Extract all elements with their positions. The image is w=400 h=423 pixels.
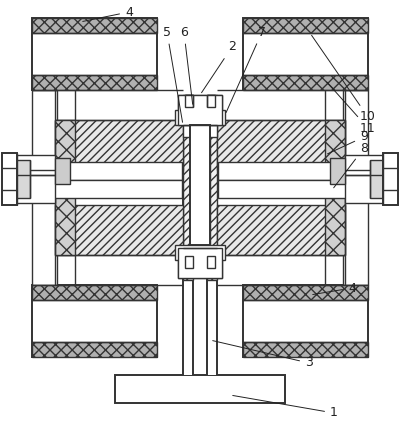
- Bar: [178, 95, 222, 125]
- Bar: [185, 256, 193, 268]
- Bar: [243, 18, 368, 33]
- Bar: [207, 255, 215, 263]
- Bar: [175, 245, 225, 260]
- Bar: [243, 285, 368, 357]
- Bar: [115, 375, 285, 403]
- Text: 9: 9: [328, 131, 368, 154]
- Text: 6: 6: [180, 25, 193, 104]
- Bar: [32, 90, 57, 285]
- Bar: [207, 95, 215, 107]
- Bar: [12, 180, 182, 198]
- Bar: [2, 153, 17, 205]
- Bar: [325, 120, 345, 255]
- Bar: [343, 90, 368, 285]
- Bar: [12, 162, 182, 180]
- Text: 8: 8: [334, 142, 368, 188]
- Bar: [207, 95, 215, 103]
- Bar: [183, 95, 193, 375]
- Bar: [185, 95, 193, 103]
- Bar: [32, 18, 157, 90]
- Bar: [383, 153, 398, 205]
- Bar: [217, 205, 345, 255]
- Text: 2: 2: [202, 41, 236, 93]
- Bar: [243, 18, 368, 90]
- Bar: [190, 125, 210, 245]
- Bar: [55, 120, 75, 255]
- Bar: [345, 155, 388, 203]
- Bar: [185, 95, 193, 107]
- Bar: [55, 120, 183, 170]
- Bar: [185, 255, 193, 263]
- Bar: [32, 342, 157, 357]
- Bar: [12, 160, 30, 198]
- Bar: [243, 285, 368, 300]
- Bar: [32, 285, 157, 300]
- Bar: [183, 95, 193, 280]
- Text: 4: 4: [83, 5, 133, 22]
- Bar: [32, 75, 157, 90]
- Text: 3: 3: [213, 341, 313, 370]
- Text: 11: 11: [327, 82, 376, 135]
- Bar: [32, 18, 157, 33]
- Bar: [207, 256, 215, 268]
- Bar: [178, 248, 222, 278]
- Bar: [218, 162, 388, 180]
- Bar: [217, 120, 345, 170]
- Bar: [330, 158, 345, 184]
- Bar: [32, 285, 157, 357]
- Text: 7: 7: [226, 25, 266, 113]
- Bar: [185, 95, 193, 100]
- Bar: [243, 75, 368, 90]
- Bar: [178, 95, 222, 113]
- Bar: [190, 125, 210, 245]
- Bar: [55, 158, 70, 184]
- Bar: [218, 180, 388, 198]
- Bar: [183, 125, 217, 137]
- Text: 5: 5: [163, 25, 182, 122]
- Text: 10: 10: [312, 35, 376, 124]
- Bar: [12, 155, 55, 203]
- Bar: [243, 342, 368, 357]
- Bar: [178, 260, 222, 278]
- Text: 1: 1: [233, 396, 338, 420]
- Bar: [370, 160, 388, 198]
- Bar: [175, 110, 225, 125]
- Bar: [55, 205, 183, 255]
- Text: 4: 4: [313, 281, 356, 294]
- Bar: [207, 95, 217, 375]
- Bar: [207, 95, 217, 280]
